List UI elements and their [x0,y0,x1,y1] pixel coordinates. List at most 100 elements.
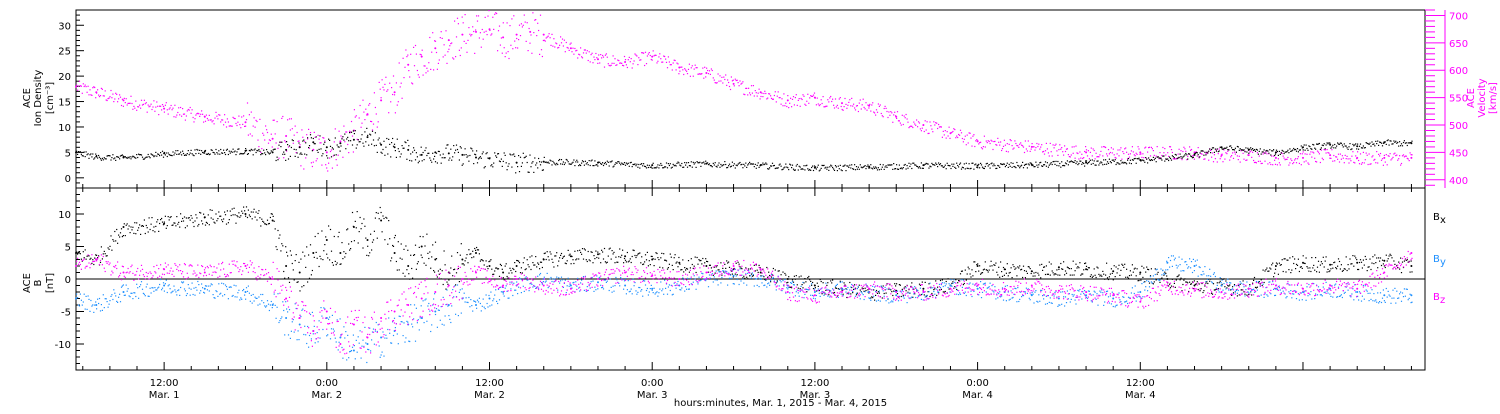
velocity-point [885,106,886,107]
velocity-point [1022,145,1023,146]
by-point [101,304,102,305]
velocity-point [1370,163,1371,164]
density-point [1358,149,1359,150]
velocity-point [720,80,721,81]
velocity-point [526,41,527,42]
bx-point [583,259,584,260]
bx-point [632,256,633,257]
velocity-point [862,104,863,105]
density-point [594,160,595,161]
by-point [85,309,86,310]
velocity-point [1217,161,1218,162]
by-point [196,290,197,291]
velocity-point [634,60,635,61]
velocity-point [1012,145,1013,146]
velocity-point [107,100,108,101]
density-point [1102,164,1103,165]
legend-label-bz: B [1433,292,1440,303]
density-point [336,154,337,155]
bx-point [137,230,138,231]
velocity-point [1130,153,1131,154]
by-point [352,347,353,348]
density-point [330,146,331,147]
bx-point [1225,280,1226,281]
density-point [296,149,297,150]
by-point [300,316,301,317]
density-point [236,151,237,152]
density-point [670,163,671,164]
velocity-point [1094,150,1095,151]
velocity-point [184,114,185,115]
bx-point [626,261,627,262]
density-point [346,138,347,139]
density-point [365,141,366,142]
density-point [177,150,178,151]
density-point [643,163,644,164]
by-point [223,283,224,284]
by-point [134,292,135,293]
velocity-point [538,30,539,31]
bx-point [405,245,406,246]
bx-point [1123,267,1124,268]
bx-point [1349,258,1350,259]
bx-point [645,254,646,255]
density-point [1407,145,1408,146]
bx-point [581,254,582,255]
velocity-point [127,104,128,105]
velocity-point [111,97,112,98]
bx-point [1146,267,1147,268]
velocity-point [102,89,103,90]
velocity-point [1279,162,1280,163]
density-point [165,154,166,155]
velocity-point [549,33,550,34]
bx-point [812,282,813,283]
bx-point [654,265,655,266]
bx-point [433,270,434,271]
bx-point [574,251,575,252]
density-point [949,165,950,166]
density-point [396,157,397,158]
velocity-point [189,110,190,111]
velocity-point [475,29,476,30]
by-point [336,341,337,342]
density-point [921,162,922,163]
density-point [842,170,843,171]
velocity-point [506,53,507,54]
velocity-point [225,122,226,123]
bx-point [414,254,415,255]
velocity-point [330,151,331,152]
velocity-point [1343,158,1344,159]
density-point [1403,142,1404,143]
density-point [1247,148,1248,149]
bx-point [267,220,268,221]
bx-point [368,255,369,256]
velocity-point [703,78,704,79]
velocity-point [1023,147,1024,148]
bx-point [1003,267,1004,268]
bx-point [1053,272,1054,273]
velocity-point [303,168,304,169]
bx-data-point [461,259,463,261]
bx-point [1268,271,1269,272]
density-point [747,164,748,165]
bx-point [304,255,305,256]
velocity-point [451,42,452,43]
density-point [1026,164,1027,165]
bx-point [631,262,632,263]
bx-point [732,274,733,275]
bx-point [971,269,972,270]
bx-point [576,258,577,259]
density-point [379,138,380,139]
velocity-point [1164,148,1165,149]
density-point [957,165,958,166]
bx-point [625,260,626,261]
density-point [418,162,419,163]
velocity-point [828,101,829,102]
bx-point [432,244,433,245]
velocity-point [507,22,508,23]
bx-point [1382,260,1383,261]
bx-point [336,264,337,265]
bx-point [228,222,229,223]
velocity-point [455,56,456,57]
density-point [192,153,193,154]
